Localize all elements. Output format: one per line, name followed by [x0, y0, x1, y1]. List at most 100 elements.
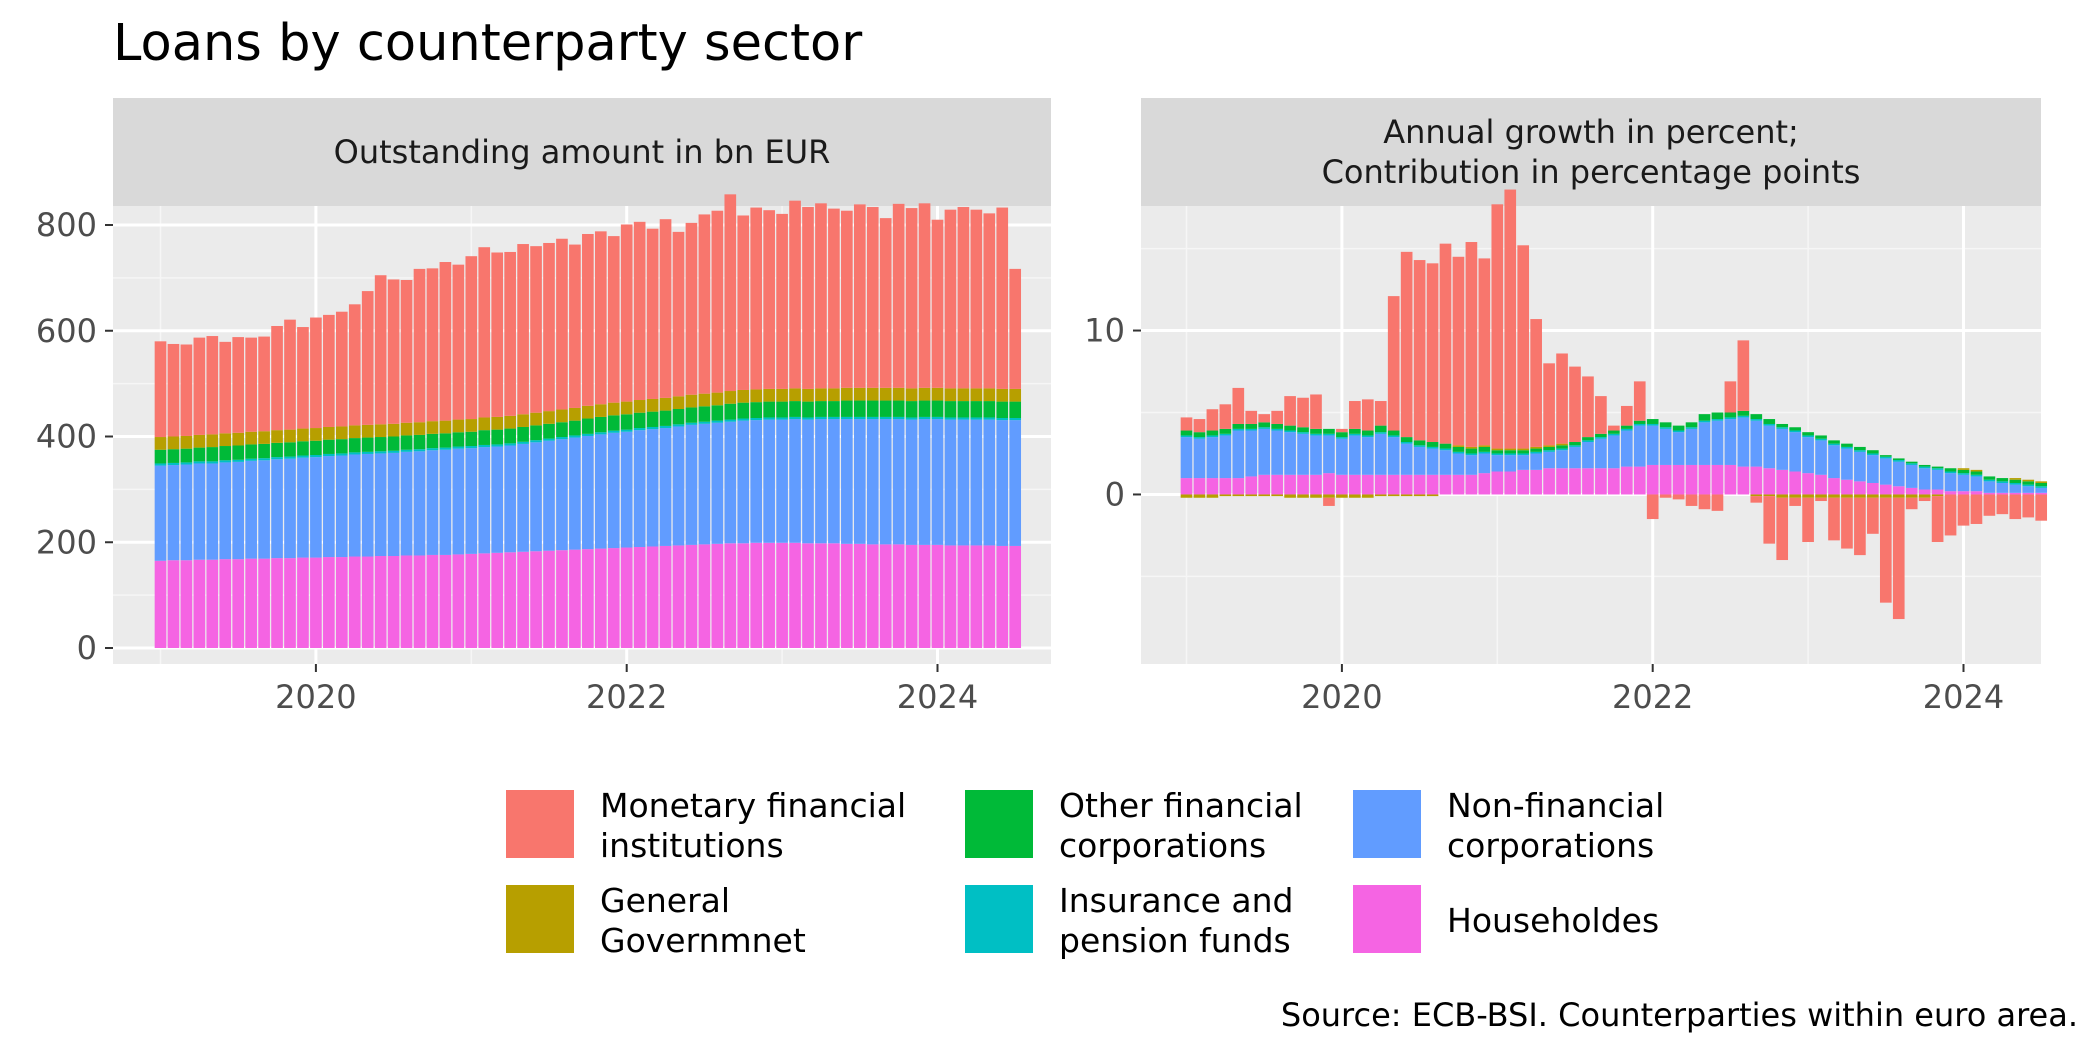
bar-segment-gg: [543, 411, 555, 424]
bar-segment-gg: [918, 387, 931, 401]
bar-segment-hh: [1504, 471, 1517, 495]
bar-segment-hh: [737, 543, 750, 648]
bar-segment-mfi: [1271, 410, 1283, 424]
bar-segment-ofc: [582, 418, 594, 434]
bar-segment-nfc: [245, 460, 257, 559]
bar-segment-mfi: [711, 210, 724, 393]
bar-segment-mfi: [1374, 401, 1387, 426]
legend-swatch-mfi: [506, 790, 574, 858]
bar-segment-ofc: [1361, 430, 1374, 436]
bar-segment-nfc: [1478, 453, 1491, 474]
bar-segment-hh: [569, 549, 581, 648]
bar-segment-mfi: [1802, 497, 1814, 543]
bar-segment-ofc: [1659, 422, 1672, 428]
bar-segment-nfc: [439, 449, 452, 555]
bar-segment-nfc: [1620, 430, 1633, 467]
bar-segment-gg: [659, 397, 672, 411]
bar-segment-mfi: [1491, 204, 1504, 449]
bar-segment-hh: [245, 558, 257, 648]
bar-segment-ofc: [1009, 401, 1022, 418]
bar-segment-ofc: [1763, 419, 1776, 424]
bar-segment-mfi: [530, 246, 542, 413]
legend-label-ofc-line-2: corporations: [1059, 826, 1266, 865]
bar-segment-hh: [1387, 474, 1400, 495]
bar-segment-mfi: [1970, 494, 1983, 524]
bar-segment-mfi: [1633, 381, 1646, 421]
bar-segment-ofc: [219, 446, 232, 461]
bar-segment-icpf: [1944, 471, 1957, 474]
bar-segment-icpf: [815, 416, 827, 420]
bar-segment-ofc: [1336, 432, 1348, 438]
bar-segment-hh: [698, 544, 711, 648]
bar-segment-icpf: [543, 438, 555, 441]
bar-segment-hh: [1400, 474, 1413, 495]
bar-segment-icpf: [750, 417, 763, 421]
bar-segment-hh: [620, 547, 633, 648]
bar-segment-icpf: [245, 458, 257, 461]
bar-segment-icpf: [983, 417, 996, 420]
bar-segment-mfi: [633, 221, 646, 401]
bar-segment-ofc: [1387, 430, 1400, 436]
bar-segment-hh: [2022, 492, 2035, 495]
bar-segment-icpf: [1543, 450, 1555, 452]
bar-segment-icpf: [996, 417, 1009, 421]
bar-segment-ofc: [232, 445, 245, 460]
bar-segment-nfc: [1892, 461, 1905, 487]
bar-segment-hh: [1789, 471, 1801, 495]
bar-segment-gg: [1879, 494, 1892, 498]
bar-segment-hh: [1361, 474, 1374, 495]
legend-label-nfc-line-2: corporations: [1447, 826, 1654, 865]
bar-segment-mfi: [426, 268, 439, 422]
bar-segment-mfi: [2035, 494, 2048, 521]
bar-segment-icpf: [1517, 453, 1530, 456]
bar-segment-icpf: [1595, 437, 1607, 439]
bar-segment-icpf: [828, 416, 840, 420]
bar-segment-icpf: [711, 420, 724, 423]
bar-segment-nfc: [361, 453, 374, 557]
bar-segment-ofc: [465, 431, 478, 447]
bar-segment-hh: [905, 544, 918, 648]
bar-segment-gg: [828, 388, 840, 402]
bar-segment-gg: [672, 396, 685, 410]
bar-segment-icpf: [1336, 437, 1348, 439]
bar-segment-icpf: [556, 437, 568, 440]
bar-segment-gg: [258, 431, 270, 444]
bar-segment-mfi: [853, 204, 866, 388]
bar-segment-ofc: [879, 400, 892, 417]
bar-segment-ofc: [387, 436, 400, 451]
bar-segment-nfc: [1180, 437, 1193, 479]
bar-segment-ofc: [1983, 476, 1996, 480]
bar-segment-mfi: [258, 336, 270, 432]
bar-segment-gg: [361, 424, 374, 438]
bar-segment-icpf: [1180, 435, 1193, 438]
bar-segment-ofc: [1452, 446, 1465, 452]
bar-segment-gg: [1009, 388, 1022, 402]
bar-segment-ofc: [569, 420, 581, 436]
bar-segment-ofc: [1465, 448, 1478, 454]
bar-segment-ofc: [1698, 414, 1711, 421]
bar-segment-ofc: [866, 400, 879, 417]
bar-segment-hh: [1543, 468, 1555, 495]
bar-segment-ofc: [154, 449, 167, 464]
bar-segment-icpf: [1698, 420, 1711, 423]
bar-segment-mfi: [1646, 494, 1659, 520]
bar-segment-ofc: [1284, 425, 1296, 431]
bar-segment-mfi: [1530, 319, 1542, 447]
bar-segment-icpf: [853, 416, 866, 420]
bar-segment-hh: [426, 554, 439, 648]
bar-segment-hh: [413, 555, 426, 648]
bar-segment-ofc: [374, 437, 387, 452]
bar-segment-icpf: [763, 417, 775, 420]
bar-segment-gg: [2035, 481, 2048, 483]
panel-strip-left: [113, 98, 1051, 206]
bar-segment-mfi: [646, 228, 659, 399]
bar-segment-mfi: [828, 208, 840, 389]
bar-segment-ofc: [750, 402, 763, 418]
bar-segment-hh: [1349, 474, 1361, 495]
bar-segment-ofc: [1271, 423, 1283, 429]
bar-segment-mfi: [996, 207, 1009, 389]
bar-segment-nfc: [750, 420, 763, 543]
bar-segment-ofc: [1556, 445, 1568, 449]
bar-segment-ofc: [1905, 461, 1918, 464]
bar-segment-ofc: [607, 415, 620, 431]
